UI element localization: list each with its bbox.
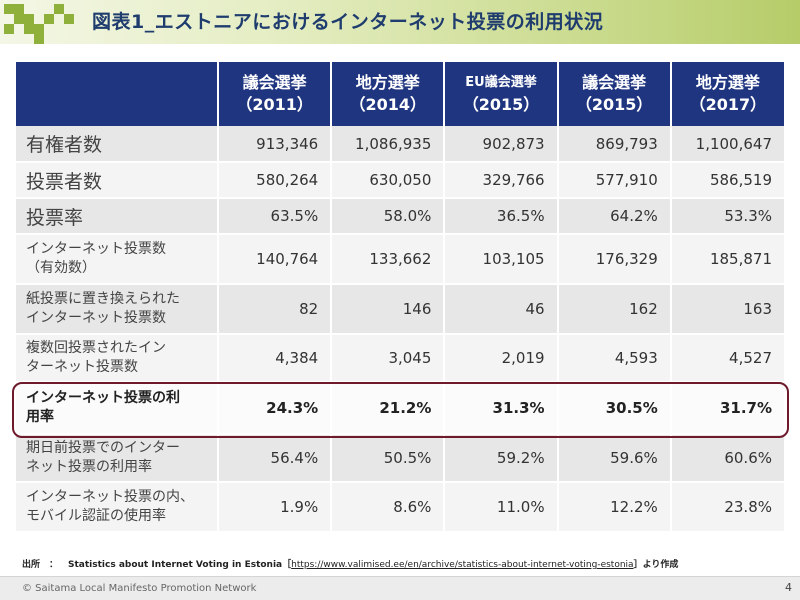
table-cell: 21.2%	[331, 382, 446, 435]
row-label: 投票率	[16, 198, 220, 235]
table-cell: 577,910	[557, 162, 672, 199]
slide-footer: © Saitama Local Manifesto Promotion Netw…	[0, 576, 800, 600]
table-cell: 8.6%	[331, 482, 446, 533]
table-cell: 60.6%	[670, 434, 784, 483]
page-number: 4	[785, 581, 792, 594]
table-cell: 50.5%	[331, 434, 446, 483]
logo-squares	[0, 0, 76, 50]
table-cell: 12.2%	[557, 482, 672, 533]
table-cell: 4,593	[557, 334, 672, 383]
row-label: 期日前投票でのインター ネット投票の利用率	[16, 434, 220, 483]
table-row: インターネット投票の内、 モバイル認証の使用率 1.9% 8.6% 11.0% …	[16, 482, 784, 533]
source-citation: 出所 ： Statistics about Internet Voting in …	[22, 557, 678, 570]
table-cell: 103,105	[444, 234, 559, 285]
table-cell: 162	[557, 284, 672, 335]
table-cell: 586,519	[670, 162, 784, 199]
table-cell: 163	[670, 284, 784, 335]
column-header: 地方選挙 （2017）	[670, 62, 784, 126]
table-cell: 185,871	[670, 234, 784, 285]
table-cell: 82	[218, 284, 333, 335]
table-cell: 913,346	[218, 126, 333, 163]
column-header: 地方選挙 （2014）	[331, 62, 446, 126]
table-cell: 329,766	[444, 162, 559, 199]
source-link[interactable]: https://www.valimised.ee/en/archive/stat…	[291, 560, 634, 570]
table-cell: 580,264	[218, 162, 333, 199]
row-label: インターネット投票の利 用率	[16, 382, 220, 435]
table-cell: 1.9%	[218, 482, 333, 533]
column-header: 議会選挙 （2015）	[557, 62, 672, 126]
table-cell: 146	[331, 284, 446, 335]
table-cell: 56.4%	[218, 434, 333, 483]
highlighted-table-row: インターネット投票の利 用率 24.3% 21.2% 31.3% 30.5% 3…	[16, 382, 784, 435]
table-cell: 31.3%	[444, 382, 559, 435]
table-cell: 3,045	[331, 334, 446, 383]
row-label: 紙投票に置き換えられた インターネット投票数	[16, 284, 220, 335]
table-cell: 11.0%	[444, 482, 559, 533]
row-label: 複数回投票されたイン ターネット投票数	[16, 334, 220, 383]
table-cell: 31.7%	[670, 382, 784, 435]
row-label: インターネット投票の内、 モバイル認証の使用率	[16, 482, 220, 533]
source-text: Statistics about Internet Voting in Esto…	[68, 560, 292, 570]
table-cell: 59.2%	[444, 434, 559, 483]
statistics-table-container: 議会選挙 （2011） 地方選挙 （2014） EU議会選挙 （2015） 議会…	[16, 62, 784, 533]
table-cell: 63.5%	[218, 198, 333, 235]
table-cell: 64.2%	[557, 198, 672, 235]
copyright-text: © Saitama Local Manifesto Promotion Netw…	[22, 583, 257, 594]
row-label: インターネット投票数 （有効数）	[16, 234, 220, 285]
table-header-row: 議会選挙 （2011） 地方選挙 （2014） EU議会選挙 （2015） 議会…	[16, 62, 784, 126]
table-row: 紙投票に置き換えられた インターネット投票数 82 146 46 162 163	[16, 284, 784, 335]
table-cell: 36.5%	[444, 198, 559, 235]
table-row: 投票率 63.5% 58.0% 36.5% 64.2% 53.3%	[16, 198, 784, 235]
table-cell: 140,764	[218, 234, 333, 285]
table-cell: 902,873	[444, 126, 559, 163]
table-cell: 2,019	[444, 334, 559, 383]
table-row: 有権者数 913,346 1,086,935 902,873 869,793 1…	[16, 126, 784, 163]
table-cell: 1,086,935	[331, 126, 446, 163]
page-title: 図表1_エストニアにおけるインターネット投票の利用状況	[92, 11, 604, 33]
table-cell: 58.0%	[331, 198, 446, 235]
table-cell: 30.5%	[557, 382, 672, 435]
internet-voting-table: 議会選挙 （2011） 地方選挙 （2014） EU議会選挙 （2015） 議会…	[16, 62, 784, 533]
row-label: 有権者数	[16, 126, 220, 163]
table-cell: 4,527	[670, 334, 784, 383]
table-row: インターネット投票数 （有効数） 140,764 133,662 103,105…	[16, 234, 784, 285]
table-cell: 4,384	[218, 334, 333, 383]
table-cell: 46	[444, 284, 559, 335]
column-header: EU議会選挙 （2015）	[444, 62, 559, 126]
table-cell: 53.3%	[670, 198, 784, 235]
table-cell: 133,662	[331, 234, 446, 285]
header-corner-cell	[16, 62, 220, 126]
table-cell: 630,050	[331, 162, 446, 199]
table-cell: 869,793	[557, 126, 672, 163]
table-cell: 176,329	[557, 234, 672, 285]
table-cell: 59.6%	[557, 434, 672, 483]
row-label: 投票者数	[16, 162, 220, 199]
table-cell: 1,100,647	[670, 126, 784, 163]
source-suffix: ］より作成	[633, 560, 679, 570]
table-cell: 23.8%	[670, 482, 784, 533]
column-header: 議会選挙 （2011）	[218, 62, 333, 126]
table-row: 期日前投票でのインター ネット投票の利用率 56.4% 50.5% 59.2% …	[16, 434, 784, 483]
table-row: 複数回投票されたイン ターネット投票数 4,384 3,045 2,019 4,…	[16, 334, 784, 383]
table-row: 投票者数 580,264 630,050 329,766 577,910 586…	[16, 162, 784, 199]
table-cell: 24.3%	[218, 382, 333, 435]
slide-header: 図表1_エストニアにおけるインターネット投票の利用状況	[0, 0, 800, 44]
source-prefix: 出所 ：	[22, 560, 59, 570]
